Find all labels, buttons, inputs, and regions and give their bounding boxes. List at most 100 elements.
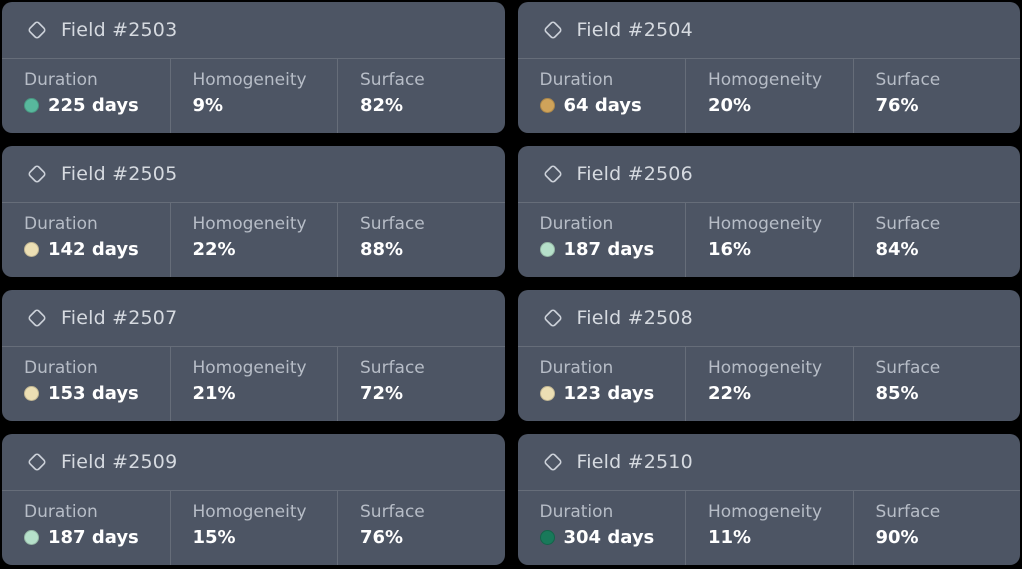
stat-surface-value-row: 88% bbox=[360, 239, 497, 260]
field-card[interactable]: Field #2507 Duration 153 days Homogeneit… bbox=[2, 290, 505, 421]
stat-homogeneity: Homogeneity 16% bbox=[685, 203, 853, 277]
homogeneity-value: 21% bbox=[192, 382, 236, 404]
surface-value: 82% bbox=[360, 94, 404, 116]
stat-homogeneity-value-row: 15% bbox=[193, 527, 330, 548]
field-card-header: Field #2507 bbox=[2, 290, 505, 347]
duration-status-dot bbox=[539, 97, 555, 113]
stat-homogeneity: Homogeneity 20% bbox=[685, 59, 853, 133]
field-stats: Duration 187 days Homogeneity 15% Surfac… bbox=[2, 491, 505, 565]
field-stats: Duration 153 days Homogeneity 21% Surfac… bbox=[2, 347, 505, 421]
stat-duration-label: Duration bbox=[24, 214, 98, 234]
stat-surface-value-row: 72% bbox=[360, 383, 497, 404]
stat-surface-value-row: 84% bbox=[876, 239, 1013, 260]
field-card-header: Field #2506 bbox=[517, 146, 1020, 203]
stat-surface: Surface 85% bbox=[852, 347, 1021, 421]
diamond-icon bbox=[543, 453, 562, 471]
stat-duration-value-row: 225 days bbox=[24, 95, 162, 116]
duration-value: 187 days bbox=[48, 526, 139, 548]
field-title: Field #2504 bbox=[576, 19, 693, 41]
stat-duration-label: Duration bbox=[24, 502, 98, 522]
stat-duration-value-row: 187 days bbox=[24, 527, 162, 548]
field-card[interactable]: Field #2505 Duration 142 days Homogeneit… bbox=[2, 146, 505, 277]
diamond-icon bbox=[543, 21, 562, 39]
field-stats: Duration 187 days Homogeneity 16% Surfac… bbox=[518, 203, 1021, 277]
field-card-header: Field #2505 bbox=[2, 146, 505, 203]
stat-surface-value-row: 76% bbox=[360, 527, 497, 548]
homogeneity-value: 11% bbox=[708, 526, 752, 548]
stat-homogeneity: Homogeneity 21% bbox=[169, 347, 338, 421]
surface-value: 90% bbox=[875, 526, 919, 548]
duration-value: 64 days bbox=[563, 94, 642, 116]
stat-duration-value-row: 187 days bbox=[539, 238, 678, 260]
homogeneity-value: 15% bbox=[192, 526, 236, 548]
field-card[interactable]: Field #2503 Duration 225 days Homogeneit… bbox=[2, 2, 505, 133]
surface-value: 84% bbox=[875, 238, 919, 260]
stat-homogeneity-value-row: 22% bbox=[193, 239, 330, 260]
surface-value: 76% bbox=[360, 526, 404, 548]
field-card[interactable]: Field #2510 Duration 304 days Homogeneit… bbox=[517, 434, 1021, 565]
duration-value: 123 days bbox=[563, 382, 655, 404]
stat-duration: Duration 142 days bbox=[2, 203, 170, 277]
stat-duration: Duration 225 days bbox=[2, 59, 170, 133]
stat-surface-label: Surface bbox=[360, 214, 425, 234]
surface-value: 76% bbox=[875, 94, 919, 116]
stat-duration-value-row: 304 days bbox=[539, 526, 678, 548]
stat-duration: Duration 187 days bbox=[2, 491, 170, 565]
homogeneity-value: 22% bbox=[192, 238, 236, 260]
stat-duration-value-row: 123 days bbox=[539, 382, 678, 404]
stat-homogeneity: Homogeneity 9% bbox=[169, 59, 338, 133]
diamond-icon bbox=[543, 309, 562, 327]
stat-homogeneity: Homogeneity 22% bbox=[169, 203, 338, 277]
stat-homogeneity-label: Homogeneity bbox=[708, 214, 823, 234]
stat-homogeneity-label: Homogeneity bbox=[708, 70, 823, 90]
stat-duration-label: Duration bbox=[539, 214, 614, 234]
field-card[interactable]: Field #2506 Duration 187 days Homogeneit… bbox=[517, 146, 1021, 277]
stat-surface-label: Surface bbox=[875, 358, 941, 378]
homogeneity-value: 20% bbox=[708, 94, 752, 116]
stat-surface: Surface 72% bbox=[337, 347, 505, 421]
stat-homogeneity-value-row: 22% bbox=[708, 383, 845, 404]
field-card[interactable]: Field #2504 Duration 64 days Homogeneity… bbox=[517, 2, 1021, 133]
diamond-icon bbox=[28, 21, 46, 39]
stat-surface: Surface 82% bbox=[337, 59, 505, 133]
duration-value: 142 days bbox=[48, 238, 139, 260]
field-title: Field #2507 bbox=[61, 307, 178, 329]
duration-status-dot bbox=[539, 529, 555, 545]
stat-duration-value-row: 142 days bbox=[24, 239, 162, 260]
duration-status-dot bbox=[24, 241, 39, 257]
field-stats: Duration 123 days Homogeneity 22% Surfac… bbox=[518, 347, 1021, 421]
stat-surface: Surface 90% bbox=[852, 491, 1021, 565]
field-title: Field #2505 bbox=[61, 163, 178, 185]
homogeneity-value: 16% bbox=[708, 238, 752, 260]
duration-value: 187 days bbox=[563, 238, 655, 260]
field-title: Field #2506 bbox=[576, 163, 693, 185]
surface-value: 72% bbox=[360, 382, 404, 404]
stat-homogeneity-value-row: 20% bbox=[708, 95, 845, 116]
stat-surface: Surface 76% bbox=[852, 59, 1021, 133]
stat-surface-value-row: 85% bbox=[876, 383, 1013, 404]
stat-surface-label: Surface bbox=[360, 502, 425, 522]
stat-duration: Duration 187 days bbox=[518, 203, 686, 277]
stat-duration-label: Duration bbox=[24, 358, 98, 378]
stat-surface-label: Surface bbox=[360, 70, 425, 90]
field-card-header: Field #2510 bbox=[517, 434, 1020, 491]
stat-homogeneity-value-row: 11% bbox=[708, 527, 845, 548]
diamond-icon bbox=[543, 165, 562, 183]
stat-homogeneity: Homogeneity 22% bbox=[685, 347, 853, 421]
surface-value: 88% bbox=[360, 238, 404, 260]
stat-surface-value-row: 76% bbox=[876, 95, 1013, 116]
field-card-header: Field #2509 bbox=[2, 434, 505, 491]
stat-homogeneity-label: Homogeneity bbox=[708, 502, 823, 522]
stat-surface: Surface 84% bbox=[852, 203, 1021, 277]
field-stats: Duration 64 days Homogeneity 20% Surface… bbox=[518, 59, 1021, 133]
diamond-icon bbox=[28, 309, 46, 327]
field-card[interactable]: Field #2508 Duration 123 days Homogeneit… bbox=[517, 290, 1021, 421]
field-stats: Duration 304 days Homogeneity 11% Surfac… bbox=[518, 491, 1021, 565]
field-card[interactable]: Field #2509 Duration 187 days Homogeneit… bbox=[2, 434, 505, 565]
stat-duration-value-row: 153 days bbox=[24, 383, 162, 404]
duration-value: 304 days bbox=[563, 526, 655, 548]
stat-surface-label: Surface bbox=[360, 358, 425, 378]
homogeneity-value: 9% bbox=[192, 94, 224, 116]
field-card-header: Field #2508 bbox=[517, 290, 1020, 347]
